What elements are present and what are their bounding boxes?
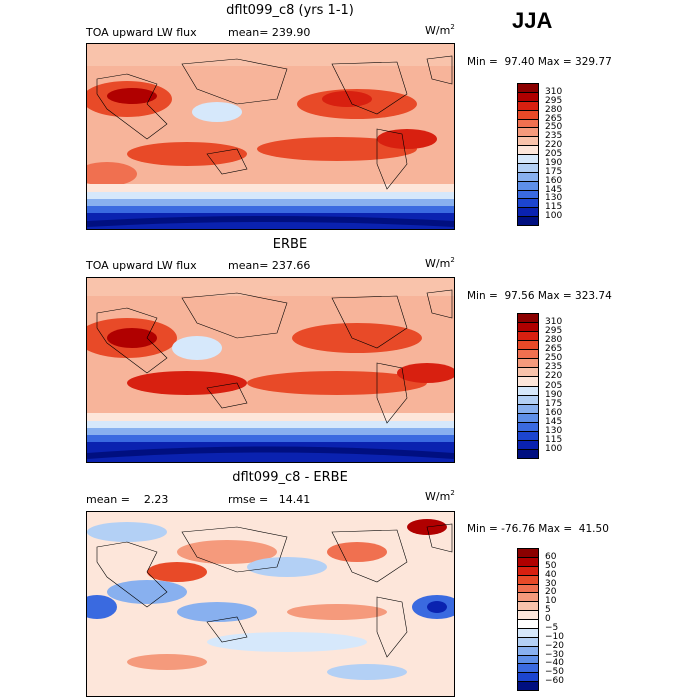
colorbar-level-label: 115 [545,202,563,213]
colorbar-level-label: 130 [545,193,563,204]
panel-1-mean: mean= 239.90 [228,26,311,39]
colorbar-level-label: −20 [545,640,564,651]
colorbar-level-label: 205 [545,380,563,391]
panel-1-map-field [87,44,454,229]
panel-2-min-max: Min = 97.56 Max = 323.74 [467,290,612,302]
panel-2-map [86,277,455,463]
colorbar-level-label: −40 [545,658,564,669]
colorbar-level-label: 295 [545,95,563,106]
colorbar-level-label: 175 [545,398,563,409]
colorbar-level-label: −50 [545,667,564,678]
colorbar-level-label: 220 [545,371,563,382]
colorbar-level-label: 0 [545,614,551,624]
colorbar-level-label: 235 [545,131,563,142]
colorbar-level-label: 295 [545,326,563,337]
panel-2-colorbar: 310 295 280 265 250 235 220 205 190 175 160 145 130 1… [517,313,562,459]
colorbar-level-label: 190 [545,157,563,168]
colorbar-level-label: 280 [545,335,563,346]
panel-3-min-max: Min = -76.76 Max = 41.50 [467,523,609,535]
colorbar-level-label: 250 [545,353,563,364]
colorbar-level-label: 205 [545,149,563,159]
colorbar-level-label: 100 [545,443,563,454]
panel-3-mean: mean = 2.23 [86,493,169,506]
colorbar-level-label: 30 [545,578,557,589]
colorbar-level-label: 5 [545,605,551,616]
panel-2-title: ERBE [272,237,308,252]
colorbar-level-label: 250 [545,122,563,133]
panel-3-units: W/m2 [425,489,455,503]
colorbar-level-label: 100 [545,211,563,222]
colorbar-level-label: 115 [545,434,563,445]
colorbar-level-label: 310 [545,86,563,97]
colorbar-level-label: 220 [545,140,563,151]
panel-3-map-field [87,512,454,696]
panel-2-field-label: TOA upward LW flux [86,259,197,272]
colorbar-level-label: 40 [545,569,557,580]
panel-3-title: dflt099_c8 - ERBE [232,470,348,485]
colorbar-level-label: 160 [545,175,563,186]
colorbar-swatch [517,216,539,226]
colorbar-level-label: 130 [545,425,563,436]
panel-1-units: W/m2 [425,23,455,37]
colorbar-level-label: 20 [545,587,557,598]
colorbar-level-label: −60 [545,676,564,687]
panel-2-units: W/m2 [425,256,455,270]
colorbar-level-label: −30 [545,649,564,660]
colorbar-level-label: 265 [545,344,563,355]
colorbar-level-label: 10 [545,596,557,607]
colorbar-level-label: 280 [545,104,563,115]
colorbar-level-label: 310 [545,317,563,328]
panel-2-map-field [87,278,454,462]
panel-1-title: dflt099_c8 (yrs 1-1) [226,3,354,18]
colorbar-level-label: 265 [545,113,563,124]
panel-1-map [86,43,455,230]
panel-3-colorbar: 60 50 40 30 20 10 5 0 −5 −10 −20 −30 −40 −50 −60 [517,548,564,691]
season-label: JJA [512,8,553,33]
panel-2-mean: mean= 237.66 [228,259,311,272]
colorbar-level-label: 145 [545,184,563,195]
panel-3-map [86,511,455,697]
panel-1-min-max: Min = 97.40 Max = 329.77 [467,56,612,68]
colorbar-level-label: −10 [545,631,564,642]
colorbar-swatch [517,681,539,691]
colorbar-level-label: −5 [545,622,559,633]
colorbar-level-label: 145 [545,416,563,427]
colorbar-level-label: 60 [545,551,557,562]
colorbar-level-label: 175 [545,166,563,177]
colorbar-swatch [517,448,539,459]
panel-3-rmse: rmse = 14.41 [228,493,311,506]
colorbar-level-label: 190 [545,389,563,400]
colorbar-level-label: 50 [545,560,557,571]
colorbar-level-label: 235 [545,362,563,373]
panel-1-field-label: TOA upward LW flux [86,26,197,39]
colorbar-level-label: 160 [545,407,563,418]
panel-1-colorbar: 310 295 280 265 250 235 220 205 190 175 160 145 130 1… [517,83,562,226]
